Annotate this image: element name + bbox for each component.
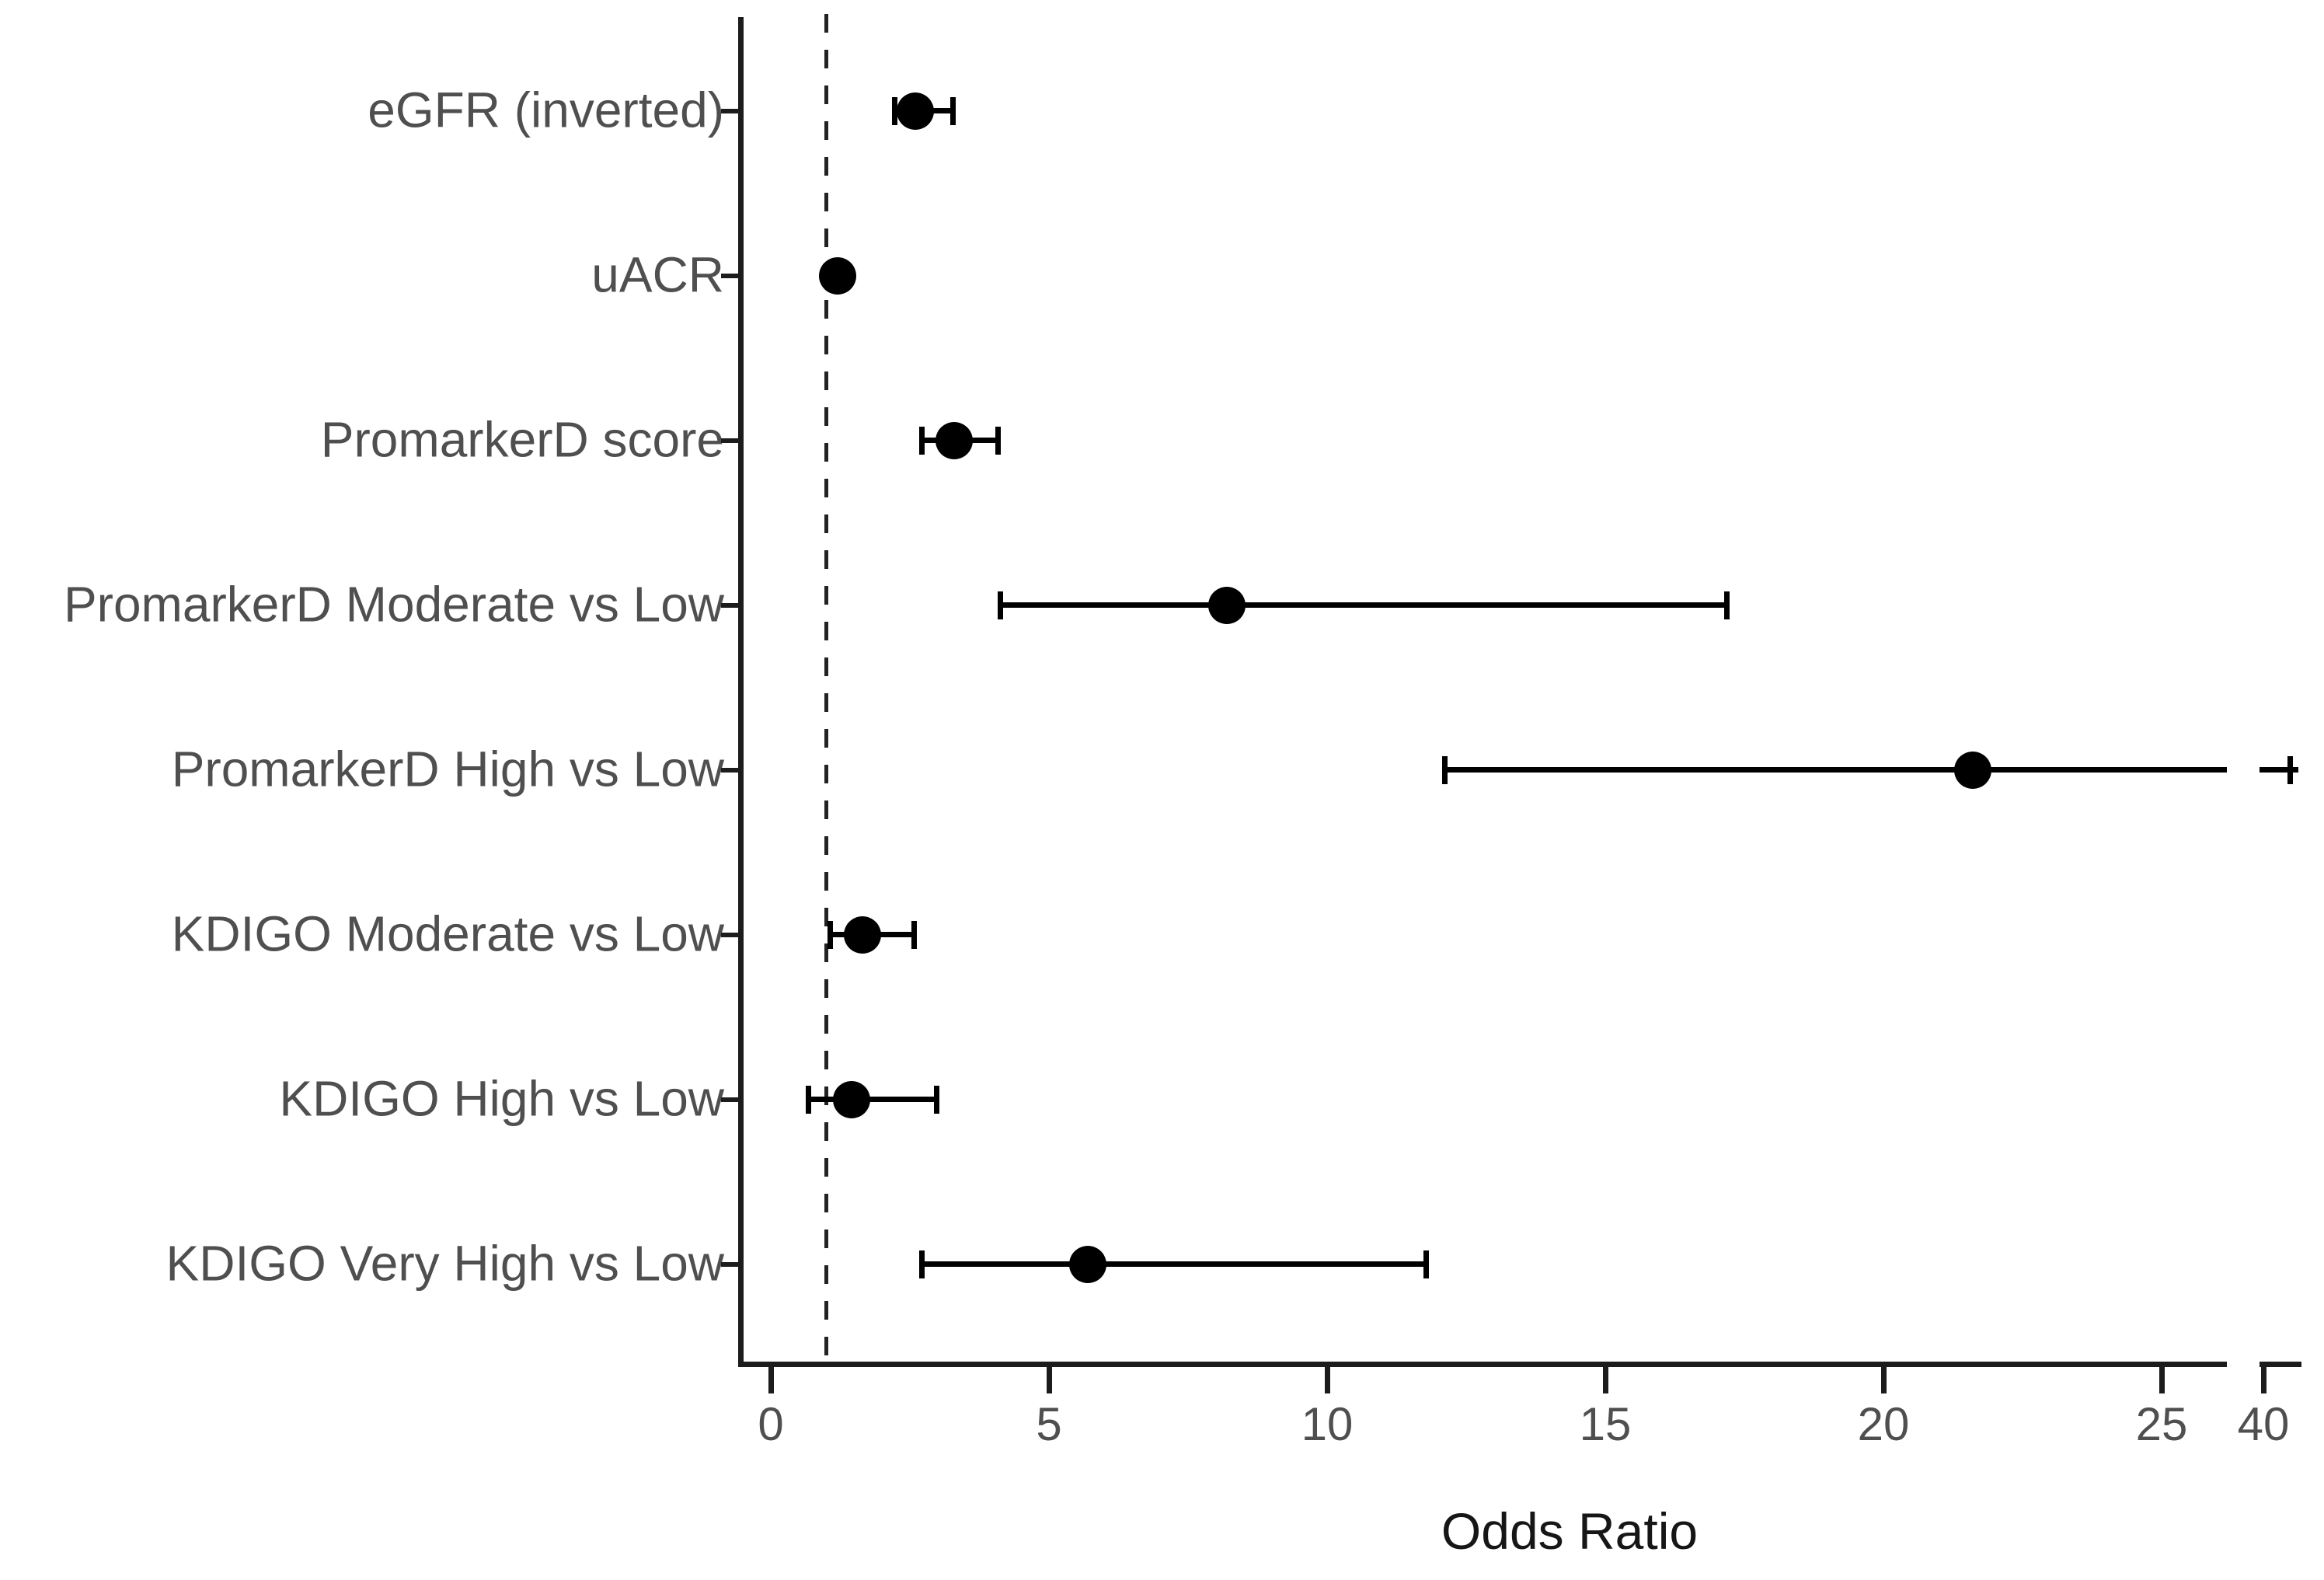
or-point [832,1081,870,1118]
x-tick-15 [1603,1367,1608,1393]
category-label: uACR [591,246,724,303]
y-axis-tick [721,603,740,608]
or-point [818,257,856,295]
y-axis-tick [721,109,740,113]
x-axis-line-main [738,1362,2227,1367]
y-axis-tick [721,1097,740,1102]
or-point [936,422,974,459]
ci-cap-low [891,97,897,125]
y-axis-tick [721,438,740,443]
or-point [1953,752,1991,789]
ci-bar [1444,767,2227,773]
y-axis-tick [721,933,740,937]
ci-bar-after-break [2260,767,2298,773]
ci-cap-low [997,591,1003,619]
reference-line-or-1 [824,14,828,1362]
category-label: PromarkerD Moderate vs Low [63,576,724,633]
ci-bar [807,1097,938,1102]
x-tick-label-25: 25 [2135,1398,2188,1450]
x-tick-label-40: 40 [2237,1398,2290,1450]
ci-cap-high [2287,756,2293,784]
y-axis-line [738,17,744,1367]
x-axis-title: Odds Ratio [1441,1502,1699,1560]
category-label: KDIGO Very High vs Low [166,1235,724,1292]
x-tick-20 [1881,1367,1887,1393]
ci-cap-high [950,97,956,125]
category-label: eGFR (inverted) [368,82,724,138]
ci-cap-low [828,921,834,949]
x-tick-10 [1325,1367,1330,1393]
or-point [844,916,882,954]
y-axis-tick [721,274,740,278]
ci-cap-low [805,1086,811,1114]
ci-cap-high [1723,591,1730,619]
x-tick-5 [1047,1367,1052,1393]
ci-cap-low [919,1250,925,1278]
category-label: KDIGO Moderate vs Low [171,905,724,962]
or-point [897,92,935,130]
category-label: KDIGO High vs Low [279,1070,724,1127]
x-tick-label-15: 15 [1579,1398,1632,1450]
x-axis-line-after-break [2260,1362,2301,1367]
ci-cap-high [933,1086,939,1114]
ci-cap-high [995,427,1001,455]
ci-bar [998,602,1728,608]
y-axis-tick [721,768,740,773]
x-tick-0 [768,1367,774,1393]
ci-cap-low [919,427,925,455]
ci-cap-high [911,921,918,949]
ci-bar [921,1261,1427,1267]
x-tick-label-0: 0 [758,1398,784,1450]
y-axis-tick [721,1262,740,1267]
or-point [1208,587,1246,624]
or-point [1069,1246,1107,1283]
category-label: PromarkerD High vs Low [171,741,724,797]
category-label: PromarkerD score [320,411,724,468]
x-tick-25 [2159,1367,2165,1393]
ci-cap-high [1423,1250,1429,1278]
x-tick-label-20: 20 [1857,1398,1910,1450]
x-tick-label-5: 5 [1036,1398,1062,1450]
ci-cap-low [1442,756,1448,784]
x-tick-label-10: 10 [1301,1398,1354,1450]
x-tick-40 [2261,1367,2267,1393]
